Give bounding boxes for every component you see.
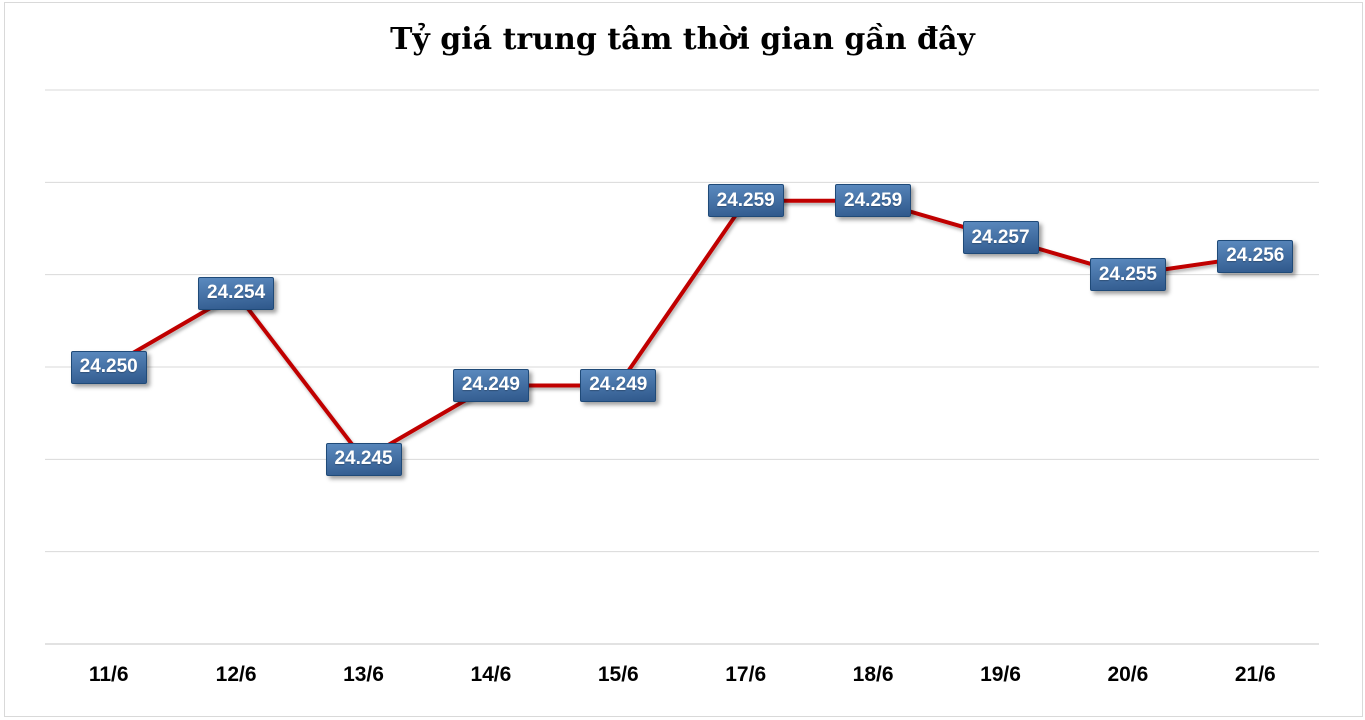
- x-axis-label: 21/6: [1234, 663, 1276, 686]
- data-label: 24.249: [580, 368, 657, 402]
- series-line: [107, 198, 1256, 462]
- x-axis-label: 13/6: [343, 663, 384, 686]
- chart-title: Tỷ giá trung tâm thời gian gần đây: [390, 22, 975, 57]
- data-label: 24.259: [835, 184, 912, 218]
- data-label: 24.245: [325, 442, 402, 476]
- data-label: 24.257: [962, 221, 1039, 255]
- x-axis-label: 18/6: [852, 663, 894, 686]
- x-axis-label: 20/6: [1107, 663, 1149, 686]
- x-axis-label: 19/6: [980, 663, 1021, 686]
- data-label: 24.255: [1089, 258, 1166, 292]
- data-label: 24.250: [70, 350, 147, 384]
- x-axis-label: 12/6: [215, 663, 257, 686]
- x-axis-label: 14/6: [470, 663, 512, 686]
- x-axis-label: 17/6: [725, 663, 767, 686]
- data-label: 24.256: [1217, 239, 1294, 273]
- x-axis-label: 11/6: [88, 663, 129, 686]
- x-axis-label: 15/6: [597, 663, 639, 686]
- data-label: 24.249: [452, 368, 529, 402]
- data-label: 24.254: [198, 276, 275, 310]
- data-label: 24.259: [707, 184, 784, 218]
- gridlines: [45, 89, 1319, 645]
